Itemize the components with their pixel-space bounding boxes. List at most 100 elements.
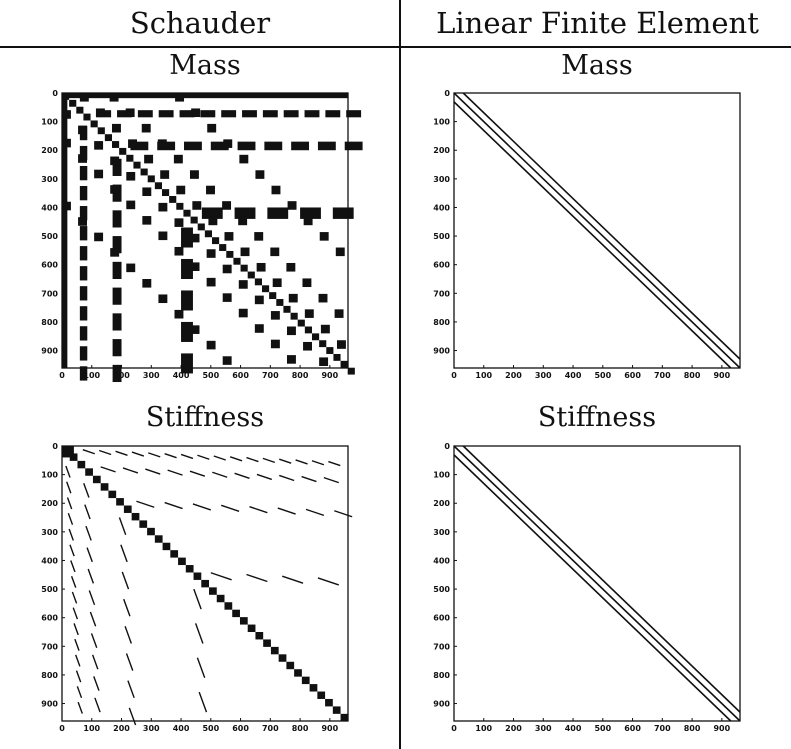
diagonal-block xyxy=(319,340,327,348)
x-tick-label: 700 xyxy=(262,724,279,733)
diagonal-block xyxy=(216,594,225,603)
off-diagonal-block xyxy=(94,141,104,150)
hierarchical-segment xyxy=(229,456,243,462)
diagonal-block xyxy=(219,244,227,251)
x-tick-label: 500 xyxy=(202,724,219,733)
y-tick-label: 900 xyxy=(41,347,58,356)
off-diagonal-block xyxy=(206,277,216,287)
off-diagonal-block xyxy=(191,108,201,118)
off-diagonal-block xyxy=(302,278,312,288)
diagonal-block xyxy=(170,550,179,558)
plot-frame xyxy=(453,445,741,722)
hierarchical-block xyxy=(79,145,88,161)
diagonal-block xyxy=(283,305,291,313)
off-diagonal-block xyxy=(255,170,265,179)
off-diagonal-block xyxy=(158,202,168,212)
diagonal-block xyxy=(193,572,202,580)
diagonal-block xyxy=(161,189,170,197)
x-tick-label: 800 xyxy=(292,371,309,380)
x-tick-label: 800 xyxy=(684,724,701,733)
y-tick-label: 100 xyxy=(433,471,450,480)
hierarchical-segment xyxy=(90,633,98,648)
hierarchical-segment xyxy=(72,607,79,620)
super-diagonal-band xyxy=(462,445,741,713)
y-tick-label: 600 xyxy=(433,614,450,623)
hierarchical-segment xyxy=(128,707,137,726)
diagonal-block xyxy=(340,713,349,722)
hierarchical-segment xyxy=(305,508,325,517)
hierarchical-block xyxy=(264,141,283,151)
diagonal-block xyxy=(247,624,256,633)
diagonal-block xyxy=(62,93,70,100)
y-tick-label: 0 xyxy=(444,89,450,98)
y-tick-label: 600 xyxy=(41,614,58,623)
y-tick-label: 300 xyxy=(41,175,58,184)
off-diagonal-block xyxy=(126,263,136,273)
diagonal-block xyxy=(92,475,101,484)
hierarchical-segment xyxy=(86,547,93,563)
hierarchical-segment xyxy=(94,697,101,713)
x-tick-label: 400 xyxy=(173,724,190,733)
off-diagonal-block xyxy=(223,139,233,148)
y-tick-label: 500 xyxy=(433,232,450,241)
x-tick-label: 0 xyxy=(59,371,65,380)
off-diagonal-block xyxy=(174,218,184,227)
hierarchical-segment xyxy=(323,476,339,484)
diagonal-block xyxy=(254,278,262,286)
hierarchical-segment xyxy=(123,598,131,617)
diagonal-block xyxy=(190,216,198,224)
hierarchical-segment xyxy=(73,623,79,636)
y-tick-label: 800 xyxy=(41,671,58,680)
diagonal-block xyxy=(147,527,155,536)
diagonal-block xyxy=(304,326,312,334)
column-header-schauder: Schauder xyxy=(129,6,271,40)
plot-frame xyxy=(61,445,349,722)
hierarchical-segment xyxy=(77,701,83,714)
hierarchical-block xyxy=(181,290,193,311)
hierarchical-block xyxy=(117,110,132,118)
hierarchical-segment xyxy=(279,458,292,464)
hierarchical-segment xyxy=(76,686,83,699)
diagonal-block xyxy=(123,505,132,513)
hierarchical-segment xyxy=(124,626,133,644)
hierarchical-segment xyxy=(69,544,75,557)
hierarchical-segment xyxy=(122,467,139,474)
diagonal-block xyxy=(111,141,120,148)
off-diagonal-block xyxy=(271,185,281,195)
x-tick-label: 400 xyxy=(565,724,582,733)
hierarchical-block xyxy=(267,207,289,219)
coarse-level-cols xyxy=(62,93,68,368)
x-tick-label: 300 xyxy=(143,724,160,733)
hierarchical-block xyxy=(79,306,88,321)
off-diagonal-block xyxy=(173,154,183,164)
hierarchical-block xyxy=(112,364,122,383)
diagonal-block xyxy=(211,237,220,245)
diagonal-block xyxy=(90,120,98,128)
diagonal-block xyxy=(326,347,334,354)
off-diagonal-block xyxy=(110,156,120,166)
diagonal-block xyxy=(197,223,205,231)
hierarchical-block xyxy=(79,326,88,341)
x-tick-label: 700 xyxy=(654,371,671,380)
hierarchical-segment xyxy=(193,588,202,610)
diagonal-block xyxy=(294,669,302,677)
off-diagonal-block xyxy=(175,93,185,102)
off-diagonal-block xyxy=(158,294,168,304)
hierarchical-segment xyxy=(127,680,135,699)
hierarchical-block xyxy=(210,141,229,151)
hierarchical-block xyxy=(237,141,256,151)
off-diagonal-block xyxy=(304,309,314,318)
hierarchical-segment xyxy=(68,528,74,541)
y-tick-label: 300 xyxy=(433,528,450,537)
off-diagonal-block xyxy=(158,231,168,241)
hierarchical-segment xyxy=(136,500,155,508)
sub-diagonal-band xyxy=(453,101,732,369)
hierarchical-segment xyxy=(88,590,96,606)
off-diagonal-block xyxy=(270,247,280,257)
hierarchical-segment xyxy=(70,560,76,573)
x-tick-label: 600 xyxy=(232,371,249,380)
hierarchical-segment xyxy=(91,654,99,670)
off-diagonal-block xyxy=(78,125,87,135)
off-diagonal-block xyxy=(286,262,296,272)
off-diagonal-block xyxy=(208,216,218,226)
